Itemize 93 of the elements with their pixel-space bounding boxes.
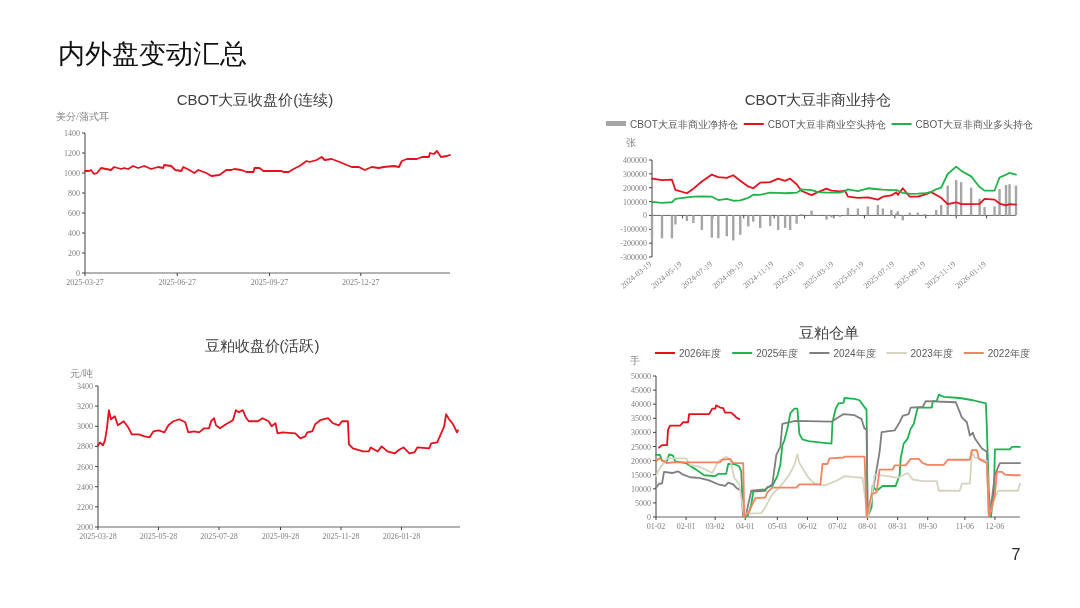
y-tick-label: 0: [643, 211, 647, 221]
y-tick-label: 1000: [64, 169, 80, 178]
x-tick-label: 09-30: [918, 522, 938, 531]
y-tick-label: 600: [68, 209, 80, 218]
y-tick-label: 3400: [77, 382, 93, 391]
bar: [685, 215, 689, 221]
y-tick-label: -300000: [620, 253, 647, 262]
y-tick-label: -200000: [620, 239, 647, 249]
x-tick-label: 2025-06-27: [158, 278, 196, 287]
y-tick-label: 2400: [77, 482, 93, 492]
y-axis-title: 美分/蒲式耳: [56, 111, 109, 122]
legend-label: CBOT大豆非商业空头持仓: [767, 119, 886, 130]
x-tick-label: 04-01: [735, 522, 755, 531]
x-tick-label: 08-31: [888, 522, 907, 531]
chart-title: CBOT大豆非商业持仓: [744, 91, 892, 108]
y-tick-label: 300000: [623, 169, 647, 179]
x-tick-label: 08-01: [858, 522, 877, 531]
legend-label: 2026年度: [679, 348, 722, 359]
bar: [810, 210, 813, 216]
y-axis-title: 张: [626, 137, 636, 148]
bar: [993, 206, 996, 216]
x-tick-label: 2025-12-27: [342, 278, 380, 287]
y-tick-label: 5000: [635, 498, 651, 508]
y-tick-label: 0: [76, 269, 80, 278]
text: 内外盘变动汇总: [58, 39, 247, 69]
y-tick-label: 2600: [77, 462, 93, 472]
y-tick-label: 15000: [631, 470, 651, 480]
y-tick-label: 2000: [77, 523, 93, 532]
legend-label: CBOT大豆非商业多头持仓: [915, 119, 1034, 130]
x-tick-label: 2025-11-28: [322, 532, 360, 541]
y-tick-label: 40000: [631, 400, 651, 410]
x-tick-label: 12-06: [985, 522, 1005, 531]
y-tick-label: 25000: [631, 442, 651, 452]
chart-title: CBOT大豆收盘价(连续): [176, 91, 334, 108]
x-tick-label: 05-03: [768, 522, 787, 531]
legend-label: 2022年度: [987, 348, 1030, 359]
x-tick-label: 03-02: [705, 522, 725, 531]
x-tick-label: 2025-05-28: [139, 532, 178, 541]
x-tick-label: 02-01: [676, 522, 696, 531]
text: 7: [1011, 546, 1021, 563]
y-tick-label: 400: [68, 229, 80, 238]
bar: [717, 215, 720, 239]
bar: [946, 185, 949, 216]
y-tick-label: 0: [647, 513, 651, 522]
bar: [998, 189, 1001, 216]
y-tick-label: 3200: [77, 402, 93, 412]
y-tick-label: 1200: [64, 149, 80, 158]
line-series: [651, 173, 1017, 207]
x-tick-label: 07-02: [828, 522, 847, 531]
x-tick-label: 2026-01-28: [382, 532, 421, 541]
y-tick-label: 35000: [631, 414, 651, 424]
y-tick-label: 45000: [631, 386, 651, 396]
y-tick-label: 1400: [64, 129, 80, 138]
x-tick-label: 2025-09-27: [250, 278, 289, 287]
line-series: [84, 150, 451, 177]
legend-label: 2023年度: [910, 348, 953, 359]
line-series: [651, 165, 1017, 204]
x-tick-label: 01-02: [646, 522, 666, 531]
y-axis-title: 手: [630, 355, 640, 366]
y-tick-label: 50000: [631, 372, 651, 381]
bar: [795, 215, 798, 224]
y-tick-label: 30000: [631, 428, 651, 438]
y-tick-label: 200000: [623, 183, 647, 193]
legend-label: CBOT大豆非商业净持仓: [630, 119, 738, 130]
y-axis-title: 元/吨: [70, 368, 93, 379]
line-series: [658, 404, 741, 449]
y-tick-label: 3000: [77, 422, 93, 432]
legend-label: 2025年度: [756, 348, 799, 359]
x-tick-label: 2025-07-28: [200, 532, 238, 541]
chart-title: 豆粕仓单: [799, 324, 859, 341]
bar: [1008, 184, 1011, 216]
y-tick-label: 800: [68, 189, 80, 198]
x-tick-label: 2025-03-28: [79, 532, 117, 541]
y-tick-label: 400000: [623, 156, 647, 165]
x-tick-label: 06-02: [798, 522, 817, 531]
bar: [752, 215, 755, 222]
chart-title: 豆粕收盘价(活跃): [204, 337, 320, 354]
y-tick-label: -100000: [620, 225, 647, 235]
y-tick-label: 20000: [631, 456, 651, 466]
x-tick-label: 11-06: [955, 522, 975, 531]
bar: [983, 207, 986, 216]
bar: [825, 215, 828, 220]
x-tick-label: 2025-09-28: [261, 532, 300, 541]
y-tick-label: 2800: [77, 442, 93, 452]
bar: [692, 215, 695, 224]
line-series: [97, 409, 459, 455]
legend-label: 2024年度: [833, 348, 876, 359]
y-tick-label: 2200: [77, 502, 93, 512]
bar: [890, 209, 893, 216]
x-tick-label: 2025-03-27: [66, 278, 104, 287]
y-tick-label: 10000: [631, 484, 651, 494]
y-tick-label: 100000: [623, 197, 647, 207]
y-tick-label: 200: [68, 249, 80, 258]
